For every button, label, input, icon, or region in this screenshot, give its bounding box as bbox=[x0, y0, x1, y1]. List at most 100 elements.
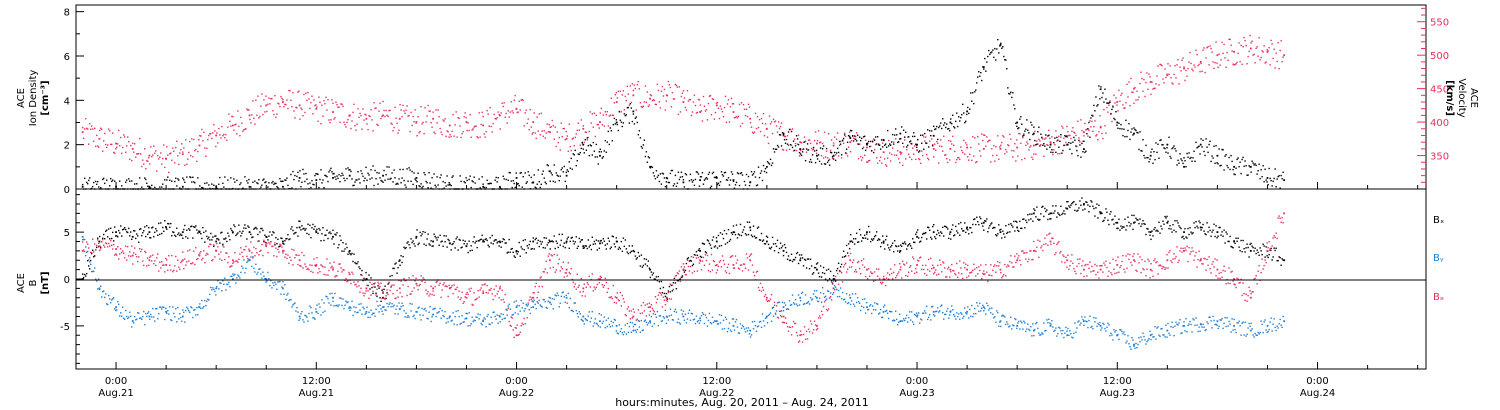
bx-sample bbox=[1226, 233, 1228, 235]
ion-density-sample bbox=[341, 172, 343, 175]
bz-sample bbox=[875, 268, 878, 270]
bx-sample bbox=[153, 236, 155, 238]
bx-sample bbox=[437, 236, 439, 239]
velocity-sample bbox=[341, 103, 343, 106]
bz-sample bbox=[777, 317, 780, 319]
bx-sample bbox=[541, 241, 543, 243]
bx-sample bbox=[679, 278, 682, 280]
ion-density-sample bbox=[969, 108, 971, 110]
bx-sample bbox=[1059, 214, 1061, 217]
bx-sample bbox=[1146, 227, 1148, 230]
velocity-sample bbox=[862, 146, 865, 148]
bz-sample bbox=[1081, 265, 1083, 267]
velocity-sample bbox=[1111, 120, 1113, 123]
velocity-sample bbox=[197, 150, 199, 153]
velocity-sample bbox=[1187, 67, 1189, 70]
bz-sample bbox=[766, 300, 769, 303]
bz-sample bbox=[588, 275, 591, 278]
ion-density-sample bbox=[267, 186, 269, 188]
bx-sample bbox=[922, 233, 924, 235]
bx-point bbox=[916, 235, 918, 238]
bz-sample bbox=[870, 272, 873, 275]
ion-density-sample bbox=[1102, 92, 1104, 94]
bx-sample bbox=[891, 242, 894, 244]
bx-sample bbox=[96, 237, 99, 239]
bx-sample bbox=[1032, 220, 1034, 222]
bx-sample bbox=[602, 238, 605, 240]
bz-sample bbox=[443, 282, 445, 284]
bx-sample bbox=[802, 265, 805, 267]
bz-sample bbox=[179, 268, 181, 270]
ion-density-sample bbox=[770, 164, 773, 167]
bz-sample bbox=[352, 273, 354, 275]
bx-sample bbox=[420, 235, 422, 237]
ion-density-sample bbox=[526, 181, 528, 183]
velocity-sample bbox=[1010, 138, 1012, 140]
bz-sample bbox=[345, 277, 347, 280]
ion-density-sample bbox=[335, 178, 337, 181]
velocity-sample bbox=[362, 108, 364, 110]
ion-density-sample bbox=[592, 141, 595, 144]
velocity-sample bbox=[449, 134, 451, 136]
bz-sample bbox=[237, 261, 239, 263]
ion-density-sample bbox=[733, 187, 736, 189]
bx-sample bbox=[243, 227, 245, 229]
bz-sample bbox=[685, 274, 688, 276]
bx-sample bbox=[622, 237, 625, 239]
bz-sample bbox=[471, 303, 473, 306]
velocity-sample bbox=[1011, 149, 1013, 152]
velocity-sample bbox=[1003, 136, 1005, 138]
ion-density-sample bbox=[1256, 173, 1258, 175]
velocity-sample bbox=[759, 130, 762, 133]
bz-sample bbox=[192, 262, 194, 264]
ion-density-point bbox=[1149, 154, 1152, 157]
bz-point bbox=[982, 273, 985, 276]
velocity-sample bbox=[933, 156, 935, 158]
bz-sample bbox=[264, 241, 266, 243]
bz-sample bbox=[366, 284, 368, 287]
bz-sample bbox=[576, 273, 578, 276]
bx-sample bbox=[356, 262, 358, 265]
bx-sample bbox=[664, 295, 667, 298]
bz-sample bbox=[337, 270, 339, 272]
velocity-sample bbox=[303, 93, 305, 96]
bx-sample bbox=[956, 230, 958, 232]
bz-sample bbox=[1018, 255, 1020, 257]
ion-density-sample bbox=[512, 180, 514, 182]
bx-sample bbox=[705, 252, 708, 254]
bz-sample bbox=[922, 264, 924, 267]
velocity-sample bbox=[874, 143, 877, 146]
bx-sample bbox=[565, 242, 567, 244]
bz-sample bbox=[692, 256, 695, 259]
velocity-sample bbox=[1076, 145, 1078, 148]
velocity-sample bbox=[858, 143, 861, 145]
ion-density-sample bbox=[620, 121, 623, 123]
bz-sample bbox=[315, 265, 317, 268]
bx-point bbox=[782, 249, 785, 252]
ion-density-sample bbox=[1110, 113, 1112, 115]
ion-density-sample bbox=[227, 179, 229, 181]
ion-density-sample bbox=[1275, 186, 1277, 188]
bx-sample bbox=[180, 233, 182, 235]
bx-sample bbox=[536, 242, 538, 244]
bx-sample bbox=[347, 253, 349, 255]
ion-density-sample bbox=[293, 178, 295, 181]
bx-sample bbox=[676, 279, 679, 282]
bz-sample bbox=[268, 241, 270, 244]
bx-sample bbox=[824, 278, 827, 280]
ion-density-sample bbox=[964, 121, 966, 124]
bz-sample bbox=[334, 276, 336, 278]
bz-sample bbox=[499, 285, 501, 288]
bx-sample bbox=[704, 251, 707, 253]
bz-sample bbox=[1059, 252, 1061, 254]
bz-sample bbox=[744, 267, 747, 269]
velocity-sample bbox=[842, 142, 845, 144]
bz-sample bbox=[1053, 242, 1055, 245]
ion-density-sample bbox=[973, 102, 975, 105]
velocity-sample bbox=[768, 115, 771, 117]
bz-sample bbox=[262, 254, 264, 257]
bx-sample bbox=[994, 226, 996, 229]
ion-density-sample bbox=[1235, 167, 1237, 169]
ion-density-sample bbox=[1197, 146, 1199, 148]
bz-sample bbox=[468, 288, 470, 290]
